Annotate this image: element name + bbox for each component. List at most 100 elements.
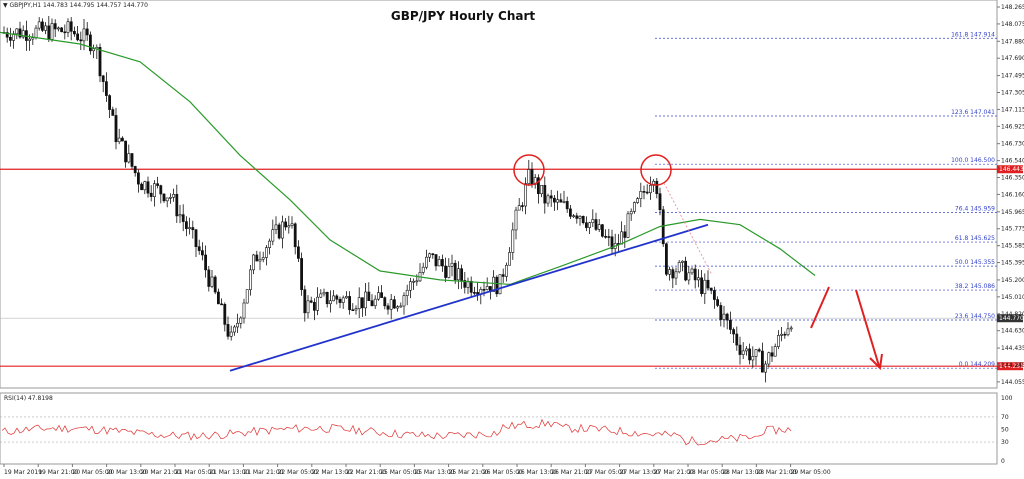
bull-candle [428, 253, 432, 258]
bear-candle [748, 348, 752, 361]
bear-candle [642, 191, 646, 193]
price-tick-label: 146.350 [1001, 175, 1024, 182]
bull-candle [82, 28, 86, 42]
bear-candle [162, 193, 166, 202]
time-tick-label: 25 Mar 13:00 [414, 469, 454, 476]
price-panel-frame [0, 0, 998, 389]
bull-candle [680, 260, 684, 263]
bear-candle [213, 276, 217, 293]
bull-candle [252, 254, 256, 271]
bear-candle [335, 295, 339, 300]
bear-candle [760, 350, 764, 373]
bull-candle [741, 350, 745, 355]
bear-candle [108, 95, 112, 110]
bear-candle [124, 140, 128, 163]
bull-candle [408, 281, 412, 291]
bull-candle [514, 209, 518, 231]
bull-candle [274, 224, 278, 231]
bull-candle [456, 268, 460, 281]
bull-candle [280, 221, 284, 239]
time-tick-label: 26 Mar 13:00 [517, 469, 557, 476]
bear-candle [581, 215, 585, 224]
bull-candle [450, 262, 454, 267]
rising-trendline [229, 223, 709, 372]
bear-candle [47, 25, 51, 40]
bull-candle [21, 30, 25, 38]
bear-candle [367, 291, 371, 301]
bull-candle [677, 262, 681, 273]
bear-candle [520, 205, 524, 207]
fib-level-label: 38.2 145.086 [955, 283, 995, 290]
bull-candle [354, 308, 358, 311]
moving-average-line [0, 31, 816, 286]
bear-candle [220, 303, 224, 306]
double-top-circle [640, 154, 672, 186]
price-tick-label: 144.435 [1001, 345, 1024, 352]
moving-average [0, 31, 816, 286]
price-tick-label: 144.820 [1001, 311, 1024, 318]
bull-candle [533, 177, 537, 185]
bear-candle [191, 227, 195, 231]
bull-candle [332, 295, 336, 302]
time-tick-label: 28 Mar 05:00 [688, 469, 728, 476]
fib-level-label: 23.6 144.750 [955, 313, 995, 320]
bull-candle [620, 231, 624, 245]
bull-candle [28, 38, 32, 41]
bear-candle [255, 254, 259, 262]
bull-candle [789, 327, 793, 330]
time-tick-label: 29 Mar 05:00 [791, 469, 831, 476]
bull-candle [527, 169, 531, 184]
time-tick-label: 22 Mar 05:00 [278, 469, 318, 476]
bull-candle [245, 289, 249, 304]
bull-candle [629, 211, 633, 215]
bear-candle [60, 27, 64, 33]
time-tick-label: 25 Mar 21:00 [449, 469, 489, 476]
projection-dashed-line [663, 182, 713, 276]
bull-candle [127, 153, 131, 163]
bull-candle [648, 185, 652, 194]
bull-candle [412, 280, 416, 283]
bear-candle [98, 47, 102, 77]
time-tick-label: 21 Mar 21:00 [243, 469, 283, 476]
bull-candle [178, 214, 182, 217]
bull-candle [546, 195, 550, 204]
bear-candle [121, 137, 124, 142]
bear-candle [79, 39, 83, 42]
bull-candle [290, 223, 294, 226]
fibonacci-levels: 161.8 147.914 123.6 147.041 100.0 146.500 7… [655, 31, 997, 369]
bull-candle [328, 300, 332, 305]
bear-candle [530, 169, 534, 185]
bear-candle [111, 109, 115, 116]
price-tick-label: 145.965 [1001, 209, 1024, 216]
bull-candle [696, 277, 700, 281]
bull-candle [415, 280, 419, 283]
price-tick-label: 147.880 [1001, 38, 1024, 45]
rsi-indicator: 100 70 50 30 0 [0, 395, 1013, 465]
price-tick-label: 148.075 [1001, 21, 1024, 28]
bear-candle [114, 115, 118, 143]
bull-candle [754, 349, 758, 357]
price-axis: 148.265 148.075 147.880 147.690 147.495 147.3… [997, 4, 1024, 386]
bull-candle [485, 286, 489, 290]
bear-candle [40, 21, 44, 31]
bull-candle [92, 48, 96, 52]
price-level-tag-label: 146.443 [999, 166, 1024, 173]
bear-candle [607, 236, 611, 238]
bear-candle [476, 292, 480, 295]
time-tick-label: 27 Mar 13:00 [620, 469, 660, 476]
rsi-line [1, 418, 792, 446]
bull-candle [37, 21, 41, 29]
bear-candle [460, 268, 464, 281]
bull-candle [389, 299, 393, 310]
price-tick-label: 147.305 [1001, 89, 1024, 96]
bull-candle [229, 331, 233, 337]
time-tick-label: 20 Mar 05:00 [72, 469, 112, 476]
bull-candle [258, 258, 262, 262]
bull-candle [722, 313, 726, 320]
price-tick-label: 147.495 [1001, 73, 1024, 80]
bear-candle [185, 221, 188, 229]
bear-candle [757, 349, 761, 352]
bear-candle [9, 36, 12, 41]
bull-candle [437, 259, 441, 267]
time-tick-label: 22 Mar 13:00 [312, 469, 352, 476]
